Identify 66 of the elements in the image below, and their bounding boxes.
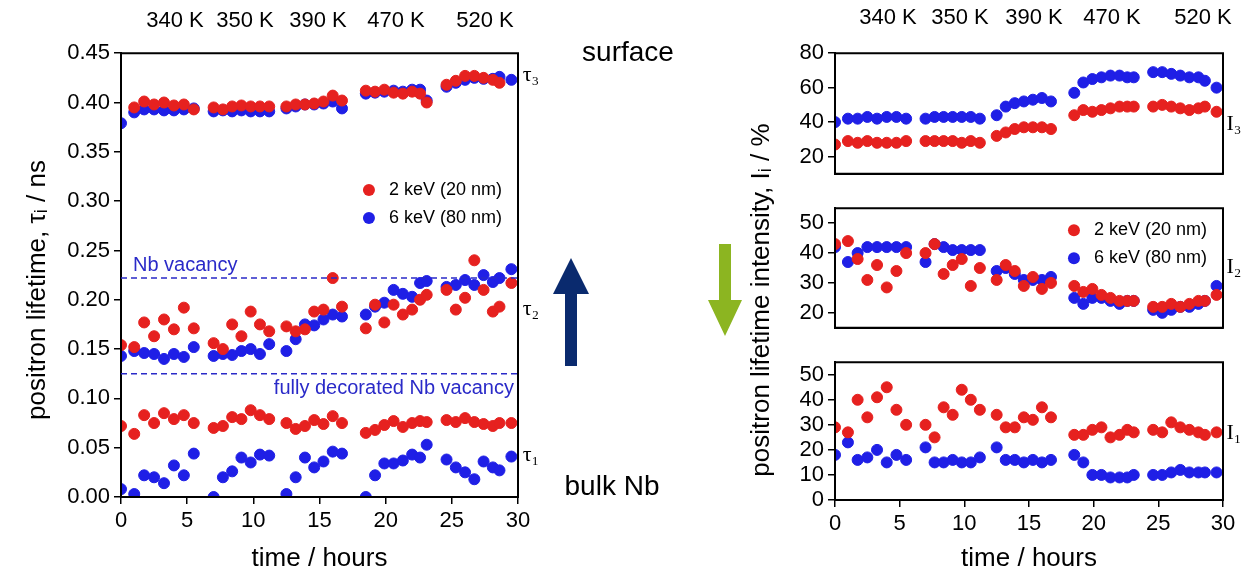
x-tick-label: 30 [1210,510,1236,536]
x-tick-label: 0 [114,507,128,533]
ref-line-label: fully decorated Nb vacancy [273,376,514,399]
y-tick-label: 0 [811,486,824,512]
text: 350 K [216,7,274,32]
x-tick-label: 0 [828,510,842,536]
y-tick-label: 40 [799,385,824,411]
text: surface [582,36,674,67]
y-tick-label: 0.40 [67,88,110,114]
y-tick-label: 40 [799,239,824,265]
x-tick-label: 25 [1146,510,1171,536]
x-tick-label: 5 [893,510,906,536]
y-tick-label: 40 [799,108,824,134]
text: I₁ [1226,419,1242,444]
x-tick-label: 10 [241,507,266,533]
y-tick-label: 60 [799,73,824,99]
y-tick-label: 0.10 [67,384,110,410]
text: τ₃ [522,61,540,86]
legend-label: 2 keV (20 nm) [388,179,502,200]
x-tick-label: 20 [373,507,398,533]
legend-label: 6 keV (80 nm) [388,207,502,228]
text: I₃ [1226,110,1242,135]
text: 390 K [289,7,347,32]
y-tick-label: 20 [799,435,824,461]
x-tick-label: 15 [1016,510,1042,536]
text: 340 K [859,4,917,29]
text: 470 K [367,7,425,32]
y-tick-label: 30 [799,410,824,436]
x-tick-label: 20 [1081,510,1106,536]
y-axis-title: positron lifetime intensity, Iᵢ / % [744,123,776,477]
y-tick-label: 0.15 [67,335,110,361]
y-tick-label: 0.00 [67,483,110,509]
y-tick-label: 10 [799,461,824,487]
legend-label: 6 keV (80 nm) [1093,247,1207,268]
ref-line-label: Nb vacancy [133,252,238,275]
y-tick-label: 0.30 [67,187,110,213]
text: τ₁ [522,441,540,466]
x-tick-label: 30 [505,507,531,533]
y-tick-label: 0.05 [67,433,110,459]
x-axis-title: time / hours [251,541,388,572]
legend-label: 2 keV (20 nm) [1093,219,1207,240]
text: 520 K [456,7,514,32]
y-tick-label: 50 [799,209,824,235]
y-tick-label: 80 [799,39,824,65]
x-tick-label: 10 [952,510,977,536]
y-tick-label: 0.45 [67,39,110,65]
x-tick-label: 15 [307,507,332,533]
x-axis-title: time / hours [961,541,1097,572]
y-axis-title: positron lifetime, τᵢ / ns [20,159,52,421]
x-tick-label: 5 [181,507,194,533]
y-tick-label: 20 [799,298,824,324]
text: 390 K [1005,4,1063,29]
text: 340 K [146,7,204,32]
y-tick-label: 0.20 [67,285,110,311]
text: 470 K [1083,4,1141,29]
y-tick-label: 0.25 [67,236,110,262]
text: τ₂ [522,295,540,320]
text: I₂ [1226,253,1242,278]
x-tick-label: 25 [439,507,465,533]
text: 350 K [931,4,989,29]
y-tick-label: 0.35 [67,137,110,163]
y-tick-label: 50 [799,360,824,386]
text: bulk Nb [564,470,660,501]
text: 520 K [1174,4,1232,29]
y-tick-label: 30 [799,269,824,295]
y-tick-label: 20 [799,142,824,168]
